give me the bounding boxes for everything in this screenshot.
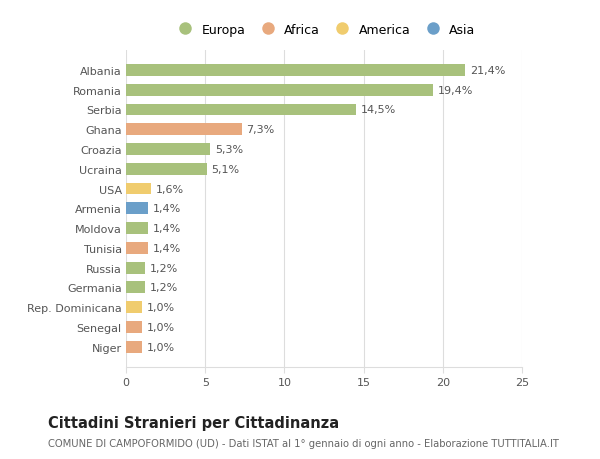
Text: 1,4%: 1,4% — [153, 224, 181, 234]
Text: Cittadini Stranieri per Cittadinanza: Cittadini Stranieri per Cittadinanza — [48, 415, 339, 431]
Text: 1,0%: 1,0% — [146, 322, 175, 332]
Text: 1,4%: 1,4% — [153, 204, 181, 214]
Bar — [126, 163, 207, 175]
Bar — [126, 321, 142, 333]
Bar — [126, 104, 356, 116]
Text: 19,4%: 19,4% — [438, 85, 473, 95]
Bar — [126, 223, 148, 235]
Text: 1,6%: 1,6% — [156, 184, 184, 194]
Bar — [126, 282, 145, 294]
Bar — [126, 65, 465, 77]
Text: 1,2%: 1,2% — [150, 283, 178, 293]
Text: 1,0%: 1,0% — [146, 342, 175, 352]
Bar — [126, 242, 148, 254]
Bar — [126, 302, 142, 313]
Bar — [126, 84, 433, 96]
Text: 7,3%: 7,3% — [247, 125, 275, 135]
Text: 14,5%: 14,5% — [361, 105, 395, 115]
Bar — [126, 262, 145, 274]
Text: 1,2%: 1,2% — [150, 263, 178, 273]
Bar — [126, 341, 142, 353]
Text: 5,1%: 5,1% — [212, 164, 239, 174]
Legend: Europa, Africa, America, Asia: Europa, Africa, America, Asia — [167, 19, 481, 42]
Bar — [126, 124, 242, 136]
Text: 5,3%: 5,3% — [215, 145, 243, 155]
Text: COMUNE DI CAMPOFORMIDO (UD) - Dati ISTAT al 1° gennaio di ogni anno - Elaborazio: COMUNE DI CAMPOFORMIDO (UD) - Dati ISTAT… — [48, 438, 559, 448]
Text: 21,4%: 21,4% — [470, 66, 505, 76]
Text: 1,0%: 1,0% — [146, 302, 175, 313]
Text: 1,4%: 1,4% — [153, 243, 181, 253]
Bar — [126, 183, 151, 195]
Bar — [126, 203, 148, 215]
Bar — [126, 144, 210, 156]
